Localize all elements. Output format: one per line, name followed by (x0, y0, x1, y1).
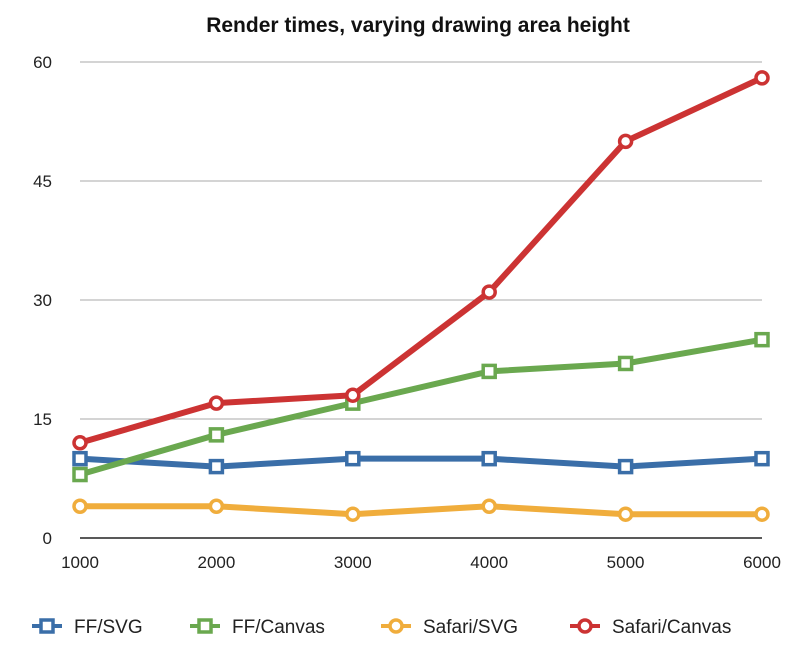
legend-label: FF/Canvas (232, 617, 325, 638)
series-safari-svg (72, 498, 770, 522)
y-axis-ticks: 0 15 30 45 60 (33, 53, 52, 548)
y-tick-label: 60 (33, 53, 52, 72)
data-point (208, 498, 225, 515)
data-point (72, 435, 88, 451)
y-tick-label: 0 (43, 529, 52, 548)
legend-item: Safari/SVG (381, 617, 518, 638)
x-tick-label: 2000 (197, 553, 235, 572)
data-point (754, 506, 770, 522)
x-axis-ticks: 1000 2000 3000 4000 5000 6000 (61, 553, 781, 572)
data-point (481, 284, 497, 300)
legend-item: FF/Canvas (190, 617, 325, 638)
y-tick-label: 15 (33, 410, 52, 429)
data-point (754, 70, 770, 86)
data-point (481, 498, 497, 515)
legend-marker (577, 618, 593, 634)
series-line (77, 336, 765, 478)
data-point (345, 387, 361, 403)
data-point (481, 363, 497, 380)
data-point (754, 331, 770, 348)
series-line (77, 503, 765, 518)
x-tick-label: 4000 (470, 553, 508, 572)
data-point (617, 133, 634, 150)
legend-marker (39, 618, 55, 634)
series-lines (72, 70, 770, 522)
legend: FF/SVG FF/Canvas Safari/SVG Safari/Canvas (32, 617, 731, 638)
legend-label: Safari/SVG (423, 617, 518, 638)
series-line (77, 74, 765, 446)
y-tick-label: 30 (33, 291, 52, 310)
data-point (72, 466, 88, 483)
data-point (481, 450, 497, 467)
series-safari-canvas (72, 70, 770, 451)
data-point (72, 498, 88, 515)
legend-item: Safari/Canvas (570, 617, 731, 638)
y-tick-label: 45 (33, 172, 52, 191)
data-point (208, 427, 225, 443)
x-tick-label: 1000 (61, 553, 99, 572)
series-ff-svg (72, 450, 770, 475)
gridlines (80, 61, 762, 539)
legend-item: FF/SVG (32, 617, 143, 638)
data-point (72, 450, 88, 467)
data-point (617, 506, 634, 522)
legend-label: Safari/Canvas (612, 617, 731, 638)
x-tick-label: 3000 (334, 553, 372, 572)
legend-label: FF/SVG (74, 617, 143, 638)
legend-marker (197, 618, 213, 634)
x-tick-label: 6000 (743, 553, 781, 572)
data-point (754, 450, 770, 467)
data-point (208, 458, 225, 475)
series-line (77, 455, 765, 470)
data-point (345, 450, 361, 467)
data-point (208, 395, 225, 411)
chart-title: Render times, varying drawing area heigh… (206, 14, 630, 37)
x-tick-label: 5000 (607, 553, 645, 572)
data-point (617, 458, 634, 475)
data-point (345, 506, 361, 522)
data-point (617, 355, 634, 372)
legend-marker (388, 618, 404, 634)
